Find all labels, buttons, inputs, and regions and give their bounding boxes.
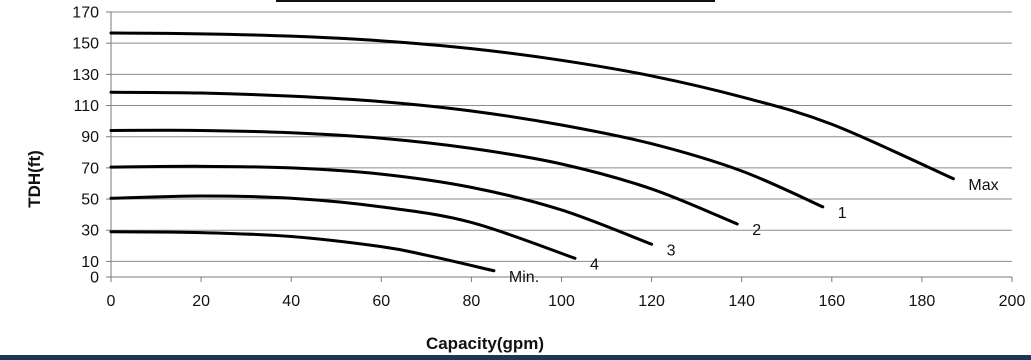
x-tick-label: 140 [728,293,755,310]
y-tick-label: 90 [81,129,99,146]
bottom-strip [0,355,1031,360]
series-end-label: 3 [667,242,676,259]
y-tick-label: 130 [72,67,99,84]
x-tick-label: 120 [638,293,665,310]
y-tick-label: 0 [90,270,99,287]
x-tick-label: 180 [909,293,936,310]
series-end-label: Max [968,177,998,194]
series-end-label: 2 [752,222,761,239]
series-end-label: 4 [590,256,599,273]
series-line [109,164,654,246]
series-line [109,90,825,209]
y-axis-title: TDH(ft) [25,150,44,208]
x-tick-label: 0 [107,293,116,310]
series-line [109,230,496,273]
series-labels: Max 1 2 3 4 Min. [509,177,999,286]
x-axis-tick-labels: 0 20 40 60 80 100 120 140 160 180 200 [107,293,1026,310]
x-tick-label: 100 [548,293,575,310]
y-tick-label: 110 [73,98,99,115]
y-tick-label: 70 [81,160,99,177]
y-tick-label: 170 [72,5,99,22]
series-line [109,194,577,260]
y-tick-label: 10 [81,254,99,271]
x-axis-title: Capacity(gpm) [426,334,544,353]
y-tick-label: 50 [81,192,99,209]
x-tick-label: 80 [463,293,481,310]
series-curves [109,31,955,273]
y-axis-tick-labels: 010 30 50 70 90 110 130 150 170 [72,5,99,287]
grid-lines [111,11,1012,262]
series-end-label: 1 [838,205,847,222]
x-tick-label: 200 [999,293,1026,310]
axes [106,11,1013,282]
x-tick-label: 60 [372,293,390,310]
y-tick-label: 30 [81,223,99,240]
series-line [109,31,955,181]
series-end-label: Min. [509,269,539,286]
x-tick-label: 40 [282,293,300,310]
y-tick-label: 150 [72,36,99,53]
x-tick-label: 20 [192,293,210,310]
series-line [109,128,739,226]
x-tick-label: 160 [818,293,845,310]
